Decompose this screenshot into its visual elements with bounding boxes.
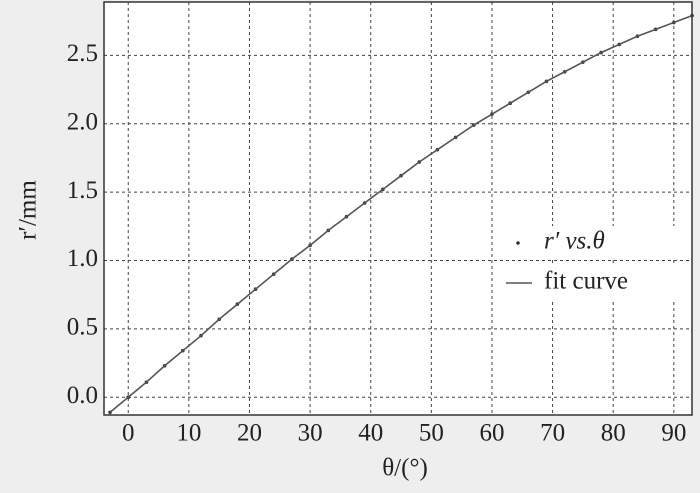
y-tick-label: 0.0 (67, 382, 98, 409)
x-tick-label: 70 (540, 420, 565, 447)
legend-swatch (516, 241, 520, 245)
x-tick-label: 20 (237, 420, 262, 447)
legend-label: r′ vs.θ (544, 228, 605, 255)
plot-frame (103, 1, 693, 416)
y-tick-label: 0.5 (67, 314, 98, 341)
x-axis-label: θ/(°) (382, 455, 428, 482)
y-tick-label: 1.5 (67, 177, 98, 204)
legend-label: fit curve (544, 268, 628, 295)
y-axis-label: r′/mm (15, 180, 42, 240)
x-tick-label: 0 (122, 420, 135, 447)
x-tick-label: 40 (358, 420, 383, 447)
x-tick-label: 60 (479, 420, 504, 447)
x-tick-label: 80 (601, 420, 626, 447)
x-tick-label: 50 (419, 420, 444, 447)
x-tick-label: 30 (298, 420, 323, 447)
y-tick-label: 2.0 (67, 108, 98, 135)
y-tick-label: 2.5 (67, 40, 98, 67)
plot-area (104, 2, 692, 415)
y-tick-label: 1.0 (67, 245, 98, 272)
fit-line (109, 14, 693, 413)
x-tick-label: 90 (661, 420, 686, 447)
legend-bg (498, 226, 678, 260)
x-tick-label: 10 (176, 420, 201, 447)
